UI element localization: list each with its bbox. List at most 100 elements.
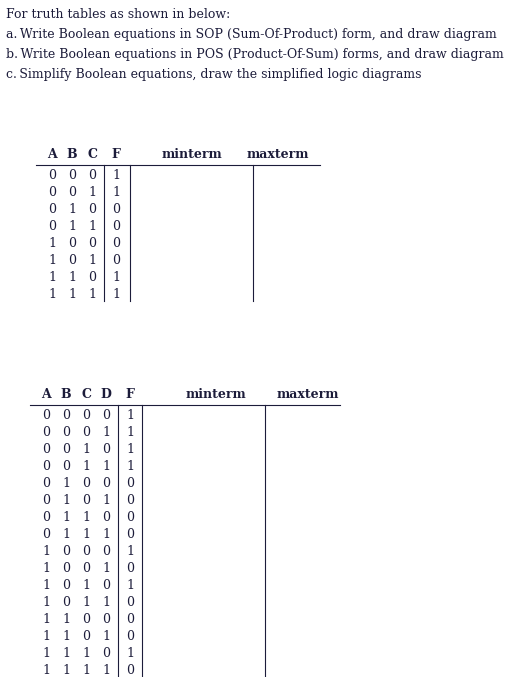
Text: 1: 1 xyxy=(82,511,90,524)
Text: 0: 0 xyxy=(102,477,110,490)
Text: 1: 1 xyxy=(126,460,134,473)
Text: 1: 1 xyxy=(42,647,50,660)
Text: 1: 1 xyxy=(112,288,120,301)
Text: 0: 0 xyxy=(102,613,110,626)
Text: maxterm: maxterm xyxy=(277,388,339,401)
Text: 1: 1 xyxy=(42,664,50,677)
Text: 1: 1 xyxy=(102,528,110,541)
Text: F: F xyxy=(111,148,120,161)
Text: 1: 1 xyxy=(102,426,110,439)
Text: 1: 1 xyxy=(62,613,70,626)
Text: 0: 0 xyxy=(82,630,90,643)
Text: C: C xyxy=(81,388,91,401)
Text: 0: 0 xyxy=(62,409,70,422)
Text: 1: 1 xyxy=(126,545,134,558)
Text: 1: 1 xyxy=(42,596,50,609)
Text: 0: 0 xyxy=(42,494,50,507)
Text: 0: 0 xyxy=(48,186,56,199)
Text: 0: 0 xyxy=(48,203,56,216)
Text: 0: 0 xyxy=(62,596,70,609)
Text: 0: 0 xyxy=(126,664,134,677)
Text: minterm: minterm xyxy=(162,148,222,161)
Text: 0: 0 xyxy=(62,460,70,473)
Text: 0: 0 xyxy=(62,545,70,558)
Text: 0: 0 xyxy=(102,443,110,456)
Text: 1: 1 xyxy=(82,443,90,456)
Text: 0: 0 xyxy=(88,271,96,284)
Text: 0: 0 xyxy=(126,630,134,643)
Text: 0: 0 xyxy=(62,579,70,592)
Text: 0: 0 xyxy=(68,237,76,250)
Text: 1: 1 xyxy=(88,220,96,233)
Text: For truth tables as shown in below:: For truth tables as shown in below: xyxy=(6,8,230,21)
Text: 1: 1 xyxy=(68,203,76,216)
Text: maxterm: maxterm xyxy=(247,148,309,161)
Text: 0: 0 xyxy=(68,254,76,267)
Text: 0: 0 xyxy=(82,409,90,422)
Text: 1: 1 xyxy=(82,460,90,473)
Text: C: C xyxy=(87,148,97,161)
Text: 1: 1 xyxy=(62,528,70,541)
Text: 0: 0 xyxy=(42,443,50,456)
Text: 0: 0 xyxy=(82,562,90,575)
Text: a. Write Boolean equations in SOP (Sum-Of-Product) form, and draw diagram: a. Write Boolean equations in SOP (Sum-O… xyxy=(6,28,497,41)
Text: 1: 1 xyxy=(62,664,70,677)
Text: 0: 0 xyxy=(126,477,134,490)
Text: 0: 0 xyxy=(126,613,134,626)
Text: 0: 0 xyxy=(126,562,134,575)
Text: 0: 0 xyxy=(102,409,110,422)
Text: 1: 1 xyxy=(82,528,90,541)
Text: 1: 1 xyxy=(102,664,110,677)
Text: 1: 1 xyxy=(42,613,50,626)
Text: 0: 0 xyxy=(112,220,120,233)
Text: D: D xyxy=(101,388,111,401)
Text: 0: 0 xyxy=(42,460,50,473)
Text: 1: 1 xyxy=(62,647,70,660)
Text: 0: 0 xyxy=(42,477,50,490)
Text: 0: 0 xyxy=(82,426,90,439)
Text: 1: 1 xyxy=(88,288,96,301)
Text: 1: 1 xyxy=(42,579,50,592)
Text: 1: 1 xyxy=(102,494,110,507)
Text: A: A xyxy=(47,148,57,161)
Text: 0: 0 xyxy=(88,237,96,250)
Text: 0: 0 xyxy=(68,186,76,199)
Text: b. Write Boolean equations in POS (Product-Of-Sum) forms, and draw diagram: b. Write Boolean equations in POS (Produ… xyxy=(6,48,504,61)
Text: 0: 0 xyxy=(82,494,90,507)
Text: 0: 0 xyxy=(42,409,50,422)
Text: 1: 1 xyxy=(102,630,110,643)
Text: 0: 0 xyxy=(42,511,50,524)
Text: 1: 1 xyxy=(112,169,120,182)
Text: 0: 0 xyxy=(88,169,96,182)
Text: 1: 1 xyxy=(68,288,76,301)
Text: c. Simplify Boolean equations, draw the simplified logic diagrams: c. Simplify Boolean equations, draw the … xyxy=(6,68,422,81)
Text: 0: 0 xyxy=(102,579,110,592)
Text: B: B xyxy=(67,148,77,161)
Text: 0: 0 xyxy=(126,511,134,524)
Text: 1: 1 xyxy=(48,254,56,267)
Text: 1: 1 xyxy=(68,271,76,284)
Text: 0: 0 xyxy=(82,477,90,490)
Text: 1: 1 xyxy=(82,647,90,660)
Text: 0: 0 xyxy=(82,545,90,558)
Text: 0: 0 xyxy=(112,203,120,216)
Text: 1: 1 xyxy=(82,579,90,592)
Text: 0: 0 xyxy=(62,426,70,439)
Text: 1: 1 xyxy=(82,596,90,609)
Text: 0: 0 xyxy=(126,528,134,541)
Text: 0: 0 xyxy=(82,613,90,626)
Text: 1: 1 xyxy=(102,562,110,575)
Text: 1: 1 xyxy=(88,254,96,267)
Text: 0: 0 xyxy=(68,169,76,182)
Text: 0: 0 xyxy=(48,169,56,182)
Text: 1: 1 xyxy=(102,596,110,609)
Text: 1: 1 xyxy=(42,630,50,643)
Text: 1: 1 xyxy=(48,237,56,250)
Text: 0: 0 xyxy=(48,220,56,233)
Text: 0: 0 xyxy=(62,562,70,575)
Text: F: F xyxy=(125,388,135,401)
Text: 1: 1 xyxy=(126,443,134,456)
Text: 0: 0 xyxy=(112,237,120,250)
Text: 0: 0 xyxy=(126,596,134,609)
Text: 0: 0 xyxy=(112,254,120,267)
